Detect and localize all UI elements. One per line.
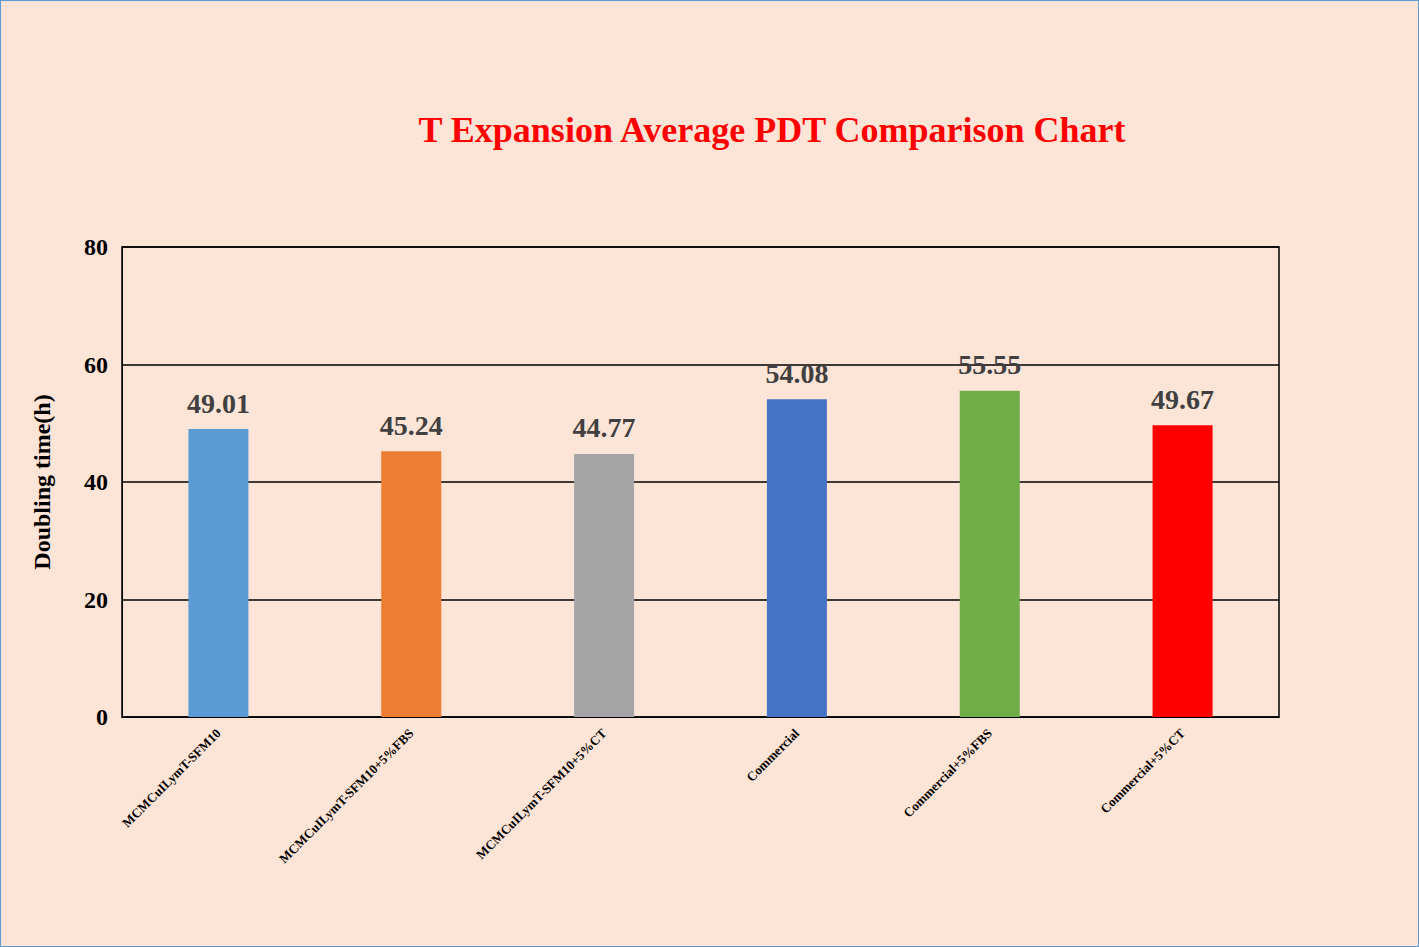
svg-text:0: 0 [96, 704, 108, 730]
svg-text:49.01: 49.01 [187, 388, 250, 419]
svg-text:Commercial: Commercial [743, 725, 802, 784]
svg-text:T Expansion Average PDT Compar: T Expansion Average PDT Comparison Chart [418, 110, 1125, 150]
svg-text:44.77: 44.77 [573, 412, 636, 443]
svg-text:60: 60 [84, 352, 108, 378]
svg-text:Commercial+5%FBS: Commercial+5%FBS [900, 726, 995, 821]
svg-text:Commercial+5%CT: Commercial+5%CT [1097, 725, 1188, 816]
svg-text:Doubling time(h): Doubling time(h) [29, 394, 55, 569]
svg-text:20: 20 [84, 587, 108, 613]
svg-text:54.08: 54.08 [765, 358, 828, 389]
svg-text:55.55: 55.55 [958, 349, 1021, 380]
svg-text:80: 80 [84, 234, 108, 260]
svg-text:MCMCuILymT-SFM10: MCMCuILymT-SFM10 [119, 726, 224, 831]
svg-text:49.67: 49.67 [1151, 384, 1214, 415]
svg-text:MCMCuILymT-SFM10+5%FBS: MCMCuILymT-SFM10+5%FBS [276, 726, 416, 866]
svg-text:40: 40 [84, 469, 108, 495]
svg-text:MCMCuILymT-SFM10+5%CT: MCMCuILymT-SFM10+5%CT [473, 725, 610, 862]
svg-text:45.24: 45.24 [380, 410, 443, 441]
